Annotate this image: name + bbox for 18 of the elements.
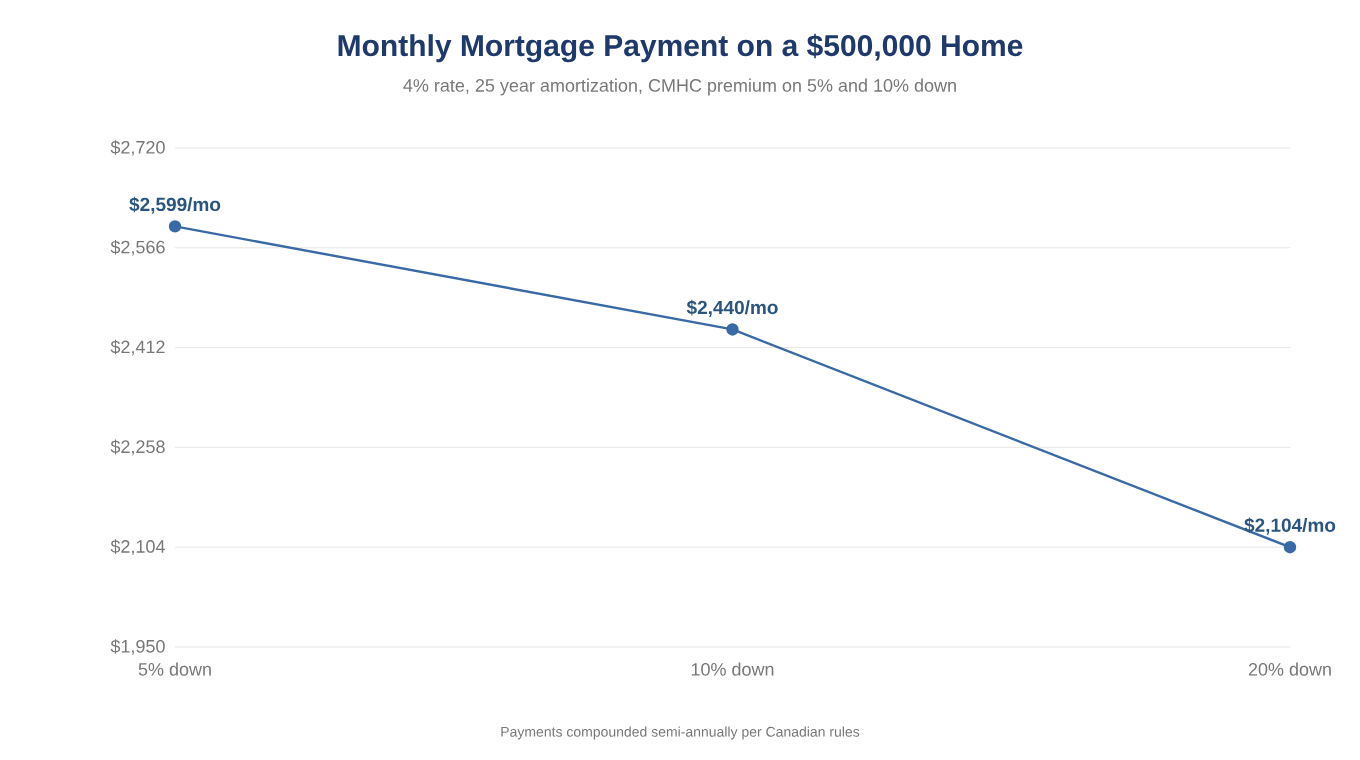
point bbox=[1283, 540, 1297, 554]
text: Payments compounded semi-annually per Canadian rules bbox=[501, 726, 860, 740]
y-tick-label: $2,412 bbox=[110, 339, 165, 356]
y-tick-label: $2,720 bbox=[110, 140, 165, 156]
y-tick-label: $2,566 bbox=[110, 239, 165, 256]
x-tick-label: 10% down bbox=[691, 662, 774, 676]
y-tick-label: $1,950 bbox=[110, 639, 165, 655]
data-label: $2,599/mo bbox=[129, 196, 221, 214]
point bbox=[726, 323, 739, 336]
x-tick-label: 20% down bbox=[1248, 662, 1331, 676]
chart-subtitle: 4% rate, 25 year amortization, CMHC premium on 5% and 10% down bbox=[403, 78, 956, 96]
y-tick-label: $2,258 bbox=[110, 439, 165, 456]
point bbox=[168, 220, 182, 233]
data-label: $2,440/mo bbox=[686, 299, 778, 317]
data-label: $2,104/mo bbox=[1244, 517, 1336, 535]
x-tick-label: 5% down bbox=[138, 662, 211, 676]
y-tick-label: $2,104 bbox=[110, 539, 165, 555]
chart-title: Monthly Mortgage Payment on a $500,000 Home bbox=[338, 33, 1023, 63]
